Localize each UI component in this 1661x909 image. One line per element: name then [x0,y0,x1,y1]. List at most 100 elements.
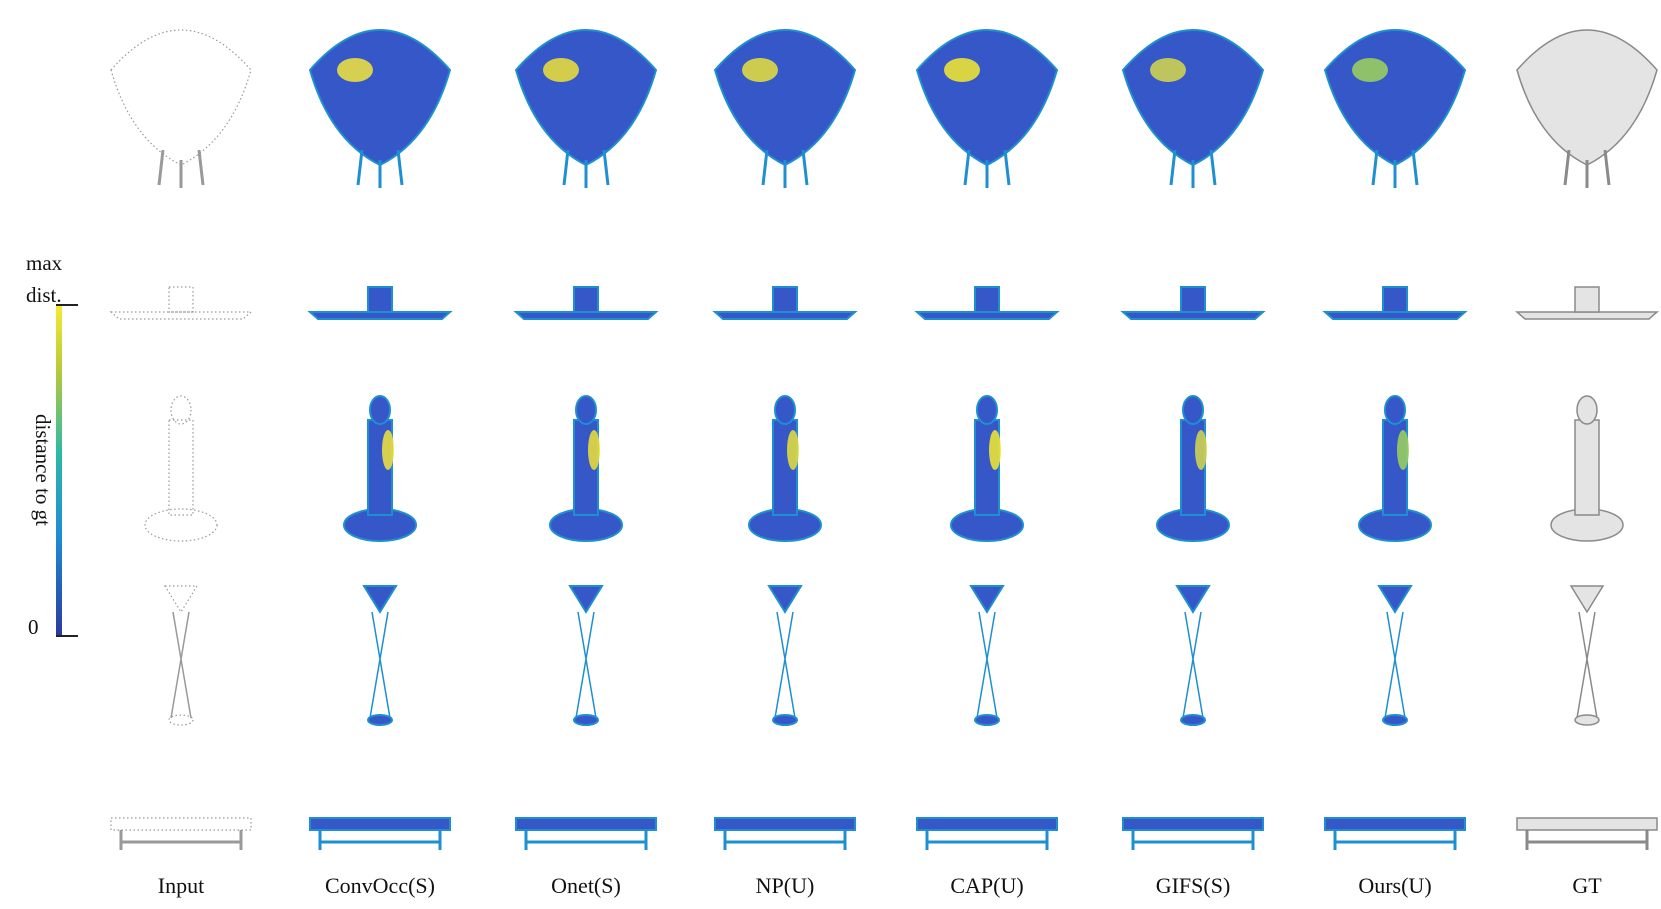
column-shapes [1515,29,1659,850]
lamp-stand [1576,611,1598,719]
error-patch [1397,430,1409,470]
error-patch [382,430,394,470]
statue-head [170,395,192,425]
column-label: Input [158,873,204,898]
lamp-base [1574,714,1600,726]
column-shapes [1120,29,1266,850]
chair-legs [157,149,205,188]
colorbar-min-label: 0 [28,615,39,639]
fan-chair [1121,29,1265,167]
fan-chair [308,29,452,167]
chair-legs [356,149,404,188]
bench-legs [925,830,1049,850]
lamp-shade [1175,585,1211,614]
statue-column [168,419,194,516]
ship [712,311,858,320]
bench-legs [119,830,243,850]
ship [513,311,659,320]
error-patch [1150,58,1186,82]
lamp-stand [976,611,998,719]
lamp-stand [774,611,796,719]
lamp-base [1180,714,1206,726]
ship-tower [367,286,393,313]
lamp-shade [969,585,1005,614]
bench-seat [714,817,856,831]
error-patch [337,58,373,82]
error-patch [989,430,1001,470]
bench-legs [1525,830,1649,850]
fan-chair [1323,29,1467,167]
lamp-stand [575,611,597,719]
column-shapes [1322,29,1468,850]
lamp-stand [1384,611,1406,719]
error-patch [543,58,579,82]
error-patch [787,430,799,470]
bench-legs [318,830,442,850]
colorbar-gradient [56,305,62,636]
lamp-shade [568,585,604,614]
ship [914,311,1060,320]
ship-tower [573,286,599,313]
statue-head [369,395,391,425]
statue-head [774,395,796,425]
fan-chair [514,29,658,167]
chair-legs [1371,149,1419,188]
lamp-stand [369,611,391,719]
bench-seat [1324,817,1466,831]
ship-tower [772,286,798,313]
column-shapes [307,29,453,850]
statue-head [1182,395,1204,425]
lamp-base [367,714,393,726]
bench-legs [524,830,648,850]
ship [1515,311,1659,320]
chair-legs [963,149,1011,188]
chair-legs [1169,149,1217,188]
lamp-base [772,714,798,726]
lamp-base [974,714,1000,726]
lamp-shade [1377,585,1413,614]
lamp-shade [1569,585,1605,614]
statue-head [575,395,597,425]
ship [1120,311,1266,320]
column-shapes [914,29,1060,850]
column-label: GIFS(S) [1156,873,1231,898]
fan-chair [110,29,252,166]
error-patch [1352,58,1388,82]
column-label: ConvOcc(S) [325,873,435,898]
error-patch [1195,430,1207,470]
statue-head [976,395,998,425]
bench-legs [1333,830,1457,850]
column-label: Onet(S) [551,873,621,898]
fan-chair [1516,29,1658,166]
statue-head [1576,395,1598,425]
column-label: NP(U) [756,873,815,898]
bench-legs [723,830,847,850]
bench-seat [515,817,657,831]
bench-seat [1122,817,1264,831]
ship [109,311,253,320]
bench-seat [1516,817,1658,831]
bench-legs [1131,830,1255,850]
column-label: Ours(U) [1358,873,1431,898]
statue-column [1574,419,1600,516]
reconstructions [109,29,1659,850]
statue-head [1384,395,1406,425]
column-shapes [712,29,858,850]
lamp-shade [362,585,398,614]
colorbar: max dist. 0 distance to gt [26,251,78,639]
chair-legs [562,149,610,188]
fan-chair [713,29,857,167]
lamp-base [168,714,194,726]
ship [1322,311,1468,320]
error-patch [742,58,778,82]
ship-tower [1382,286,1408,313]
fan-chair [915,29,1059,167]
chair-legs [1563,149,1611,188]
lamp-shade [767,585,803,614]
ship [307,311,453,320]
lamp-stand [1182,611,1204,719]
column-shapes [513,29,659,850]
bench-seat [309,817,451,831]
